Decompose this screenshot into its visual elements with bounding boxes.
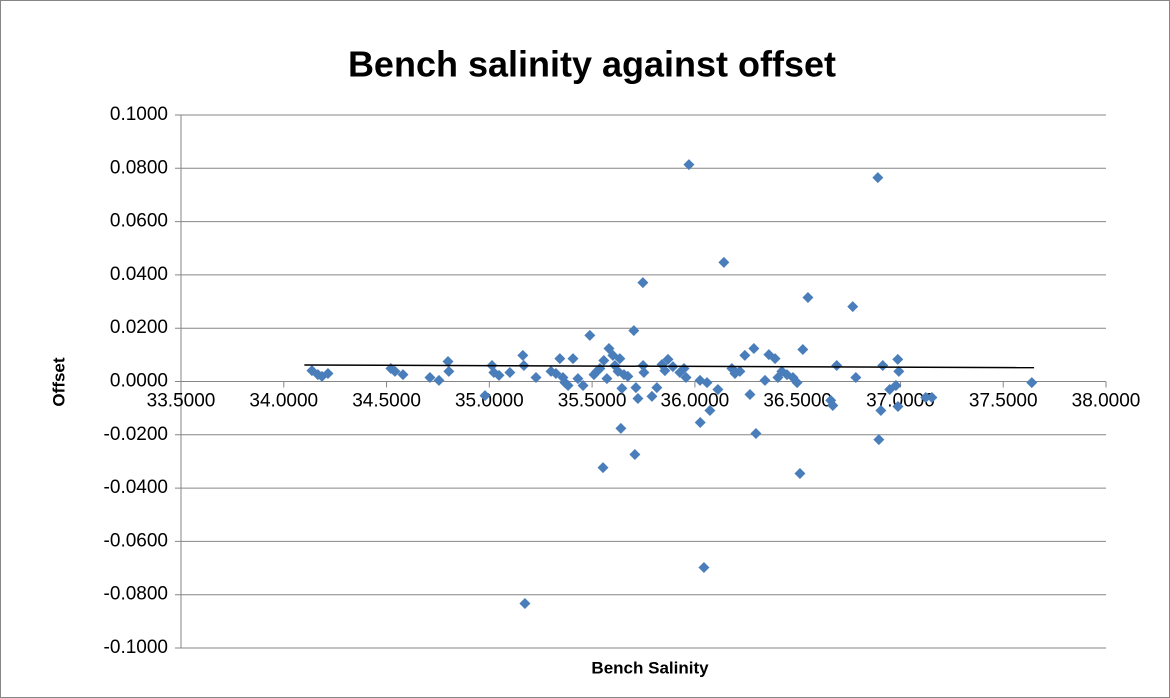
point: [554, 353, 566, 365]
point: [831, 360, 843, 372]
point: [567, 353, 579, 365]
chart-title: Bench salinity against offset: [348, 44, 836, 85]
point: [442, 356, 454, 368]
x-tick-label: 34.0000: [249, 391, 318, 412]
point: [493, 369, 505, 381]
point: [701, 377, 713, 389]
point: [562, 379, 574, 391]
point: [577, 379, 589, 391]
x-axis-label: Bench Salinity: [591, 658, 709, 677]
point: [694, 417, 706, 429]
point: [759, 374, 771, 386]
point: [797, 344, 809, 356]
point: [892, 401, 904, 413]
point: [629, 449, 641, 461]
y-tick-label: 0.0400: [110, 264, 168, 285]
y-tick-label: -0.1000: [104, 637, 168, 658]
y-tick-label: -0.0600: [104, 530, 168, 551]
point: [630, 382, 642, 394]
point: [847, 301, 859, 313]
point: [616, 382, 628, 394]
point: [530, 372, 542, 384]
point: [850, 372, 862, 384]
y-tick-label: -0.0400: [104, 477, 168, 498]
point: [744, 389, 756, 401]
point: [769, 353, 781, 365]
y-tick-label: -0.0800: [104, 584, 168, 605]
y-axis-label: Offset: [49, 357, 68, 406]
point: [712, 383, 724, 395]
point: [890, 379, 902, 391]
point: [389, 365, 401, 377]
point: [614, 353, 626, 365]
point: [704, 405, 716, 417]
x-tick-label: 37.5000: [969, 391, 1038, 412]
point: [748, 342, 760, 354]
point: [397, 369, 409, 381]
point: [739, 349, 751, 361]
point: [794, 467, 806, 479]
point: [651, 382, 663, 394]
point: [424, 372, 436, 384]
point: [322, 368, 334, 380]
x-tick-label: 37.0000: [866, 391, 935, 412]
y-tick-label: 0.0800: [110, 157, 168, 178]
x-tick-label: 34.5000: [352, 391, 421, 412]
point: [750, 427, 762, 439]
point: [827, 399, 839, 411]
x-tick-label: 36.5000: [763, 391, 832, 412]
point: [637, 277, 649, 289]
point: [572, 373, 584, 385]
point: [683, 159, 695, 171]
x-tick-label: 38.0000: [1072, 391, 1141, 412]
point: [584, 329, 596, 341]
point: [802, 292, 814, 304]
point: [926, 391, 938, 403]
point: [662, 353, 674, 365]
point: [892, 353, 904, 365]
point: [734, 365, 746, 377]
point: [519, 597, 531, 609]
point: [877, 360, 889, 372]
x-tick-label: 33.5000: [147, 391, 216, 412]
x-tick-label: 36.0000: [661, 391, 730, 412]
y-tick-label: -0.0200: [104, 424, 168, 445]
point: [479, 390, 491, 402]
x-tick-label: 35.5000: [558, 391, 627, 412]
point: [718, 256, 730, 268]
point: [875, 405, 887, 417]
point: [791, 377, 803, 389]
point: [598, 354, 610, 366]
point: [920, 391, 932, 403]
point: [597, 462, 609, 474]
y-tick-label: 0.0200: [110, 317, 168, 338]
point: [601, 373, 613, 385]
point: [628, 325, 640, 337]
point: [680, 372, 692, 384]
point: [646, 390, 658, 402]
y-tick-label: 0.0000: [110, 371, 168, 392]
point: [638, 366, 650, 378]
y-tick-label: 0.0600: [110, 211, 168, 232]
point: [659, 365, 671, 377]
point: [632, 393, 644, 405]
point: [872, 172, 884, 184]
point: [433, 374, 445, 386]
point: [622, 370, 634, 382]
point: [517, 349, 529, 361]
point: [504, 366, 516, 378]
y-tick-label: 0.1000: [110, 104, 168, 125]
point: [893, 365, 905, 377]
point: [443, 365, 455, 377]
point: [615, 422, 627, 434]
x-tick-label: 35.0000: [455, 391, 524, 412]
point: [698, 562, 710, 574]
point: [1026, 377, 1038, 389]
trendline: [304, 364, 1035, 369]
point: [873, 434, 885, 446]
